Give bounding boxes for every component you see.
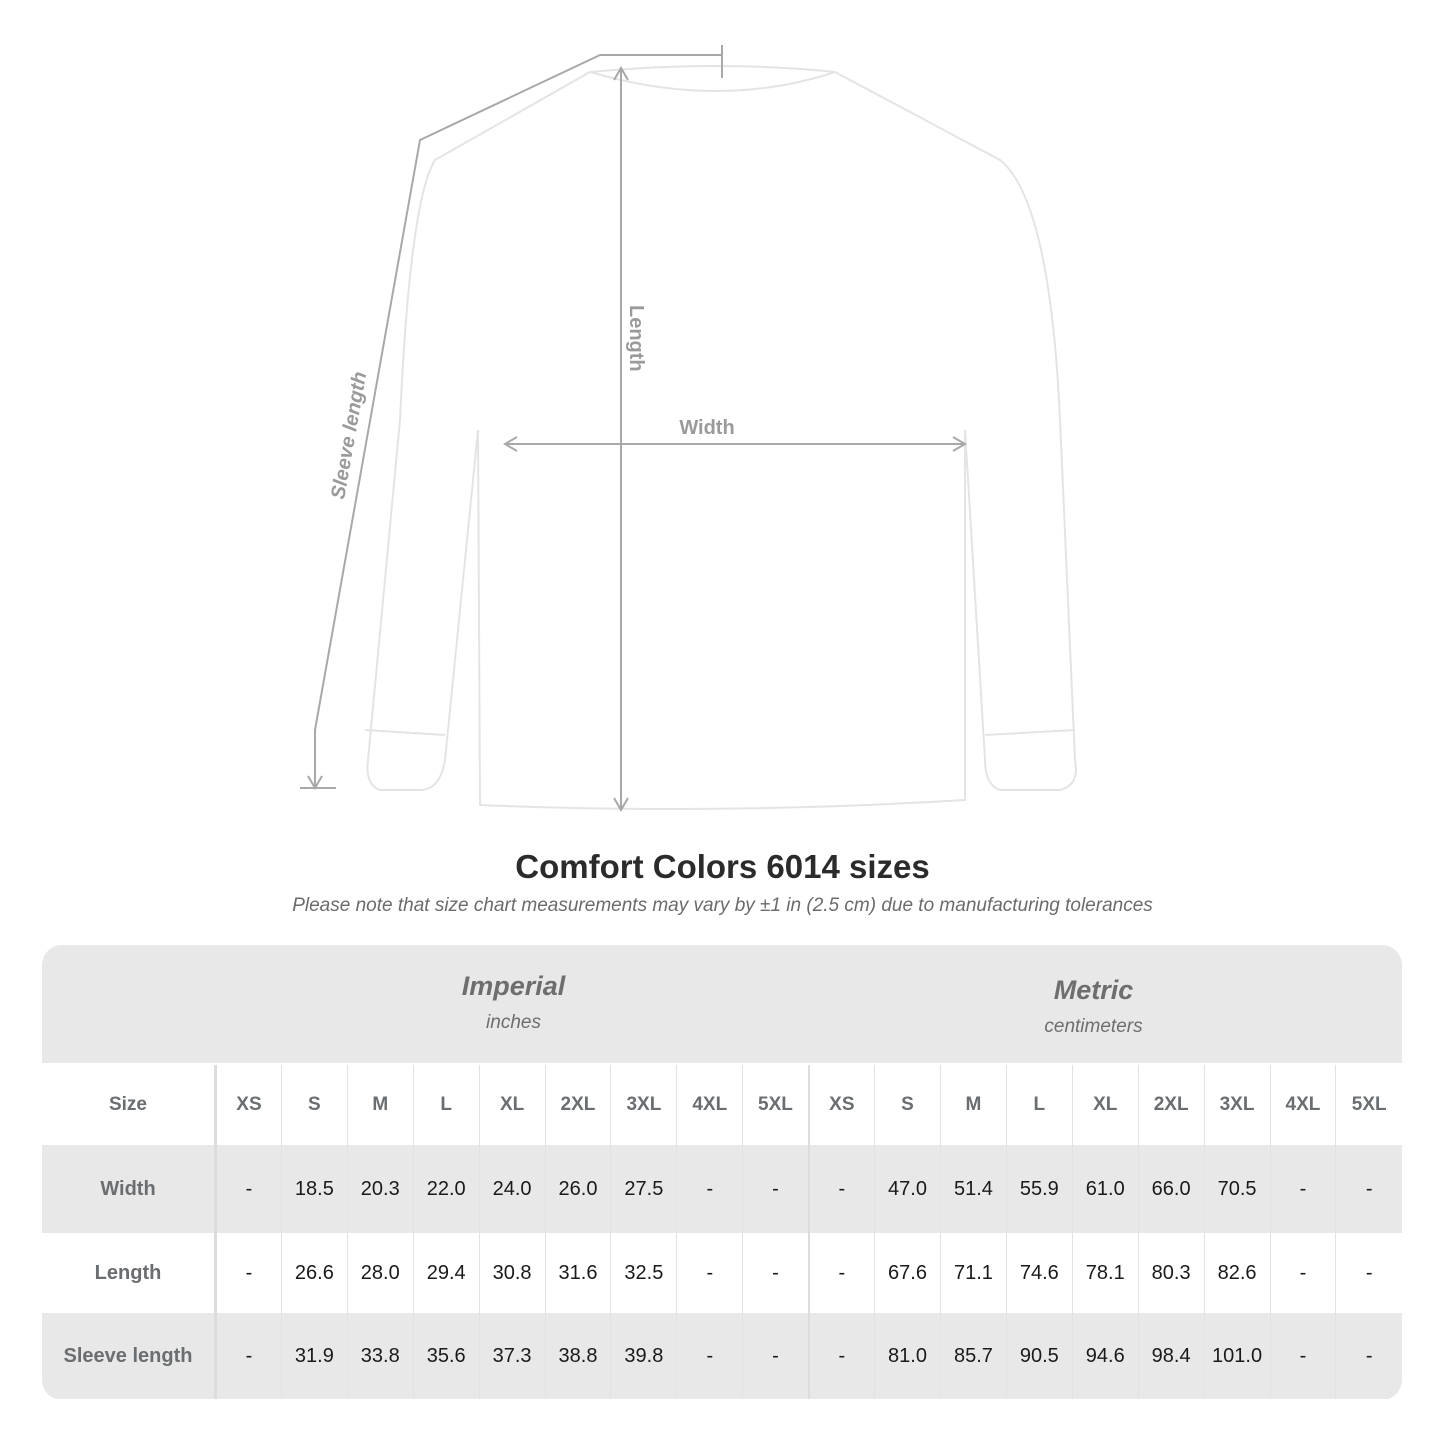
metric-value-cell: - [1269, 1233, 1336, 1313]
imperial-value-cell: - [742, 1233, 809, 1313]
metric-value-cell: 80.3 [1137, 1233, 1205, 1313]
metric-value-cell: 101.0 [1203, 1313, 1270, 1399]
imperial-size-s: S [280, 1065, 348, 1145]
metric-value-cell: - [1335, 1145, 1402, 1233]
metric-value-cell: 81.0 [874, 1313, 941, 1399]
shirt-icon [364, 65, 1077, 810]
metric-size-5xl: 5XL [1335, 1065, 1402, 1145]
metric-value-cell: - [1335, 1233, 1402, 1313]
imperial-size-2xl: 2XL [544, 1065, 611, 1145]
table-row: Length -26.6 28.0 29.4 30.8 31.6 32.5- - -67.6 71… [42, 1233, 1402, 1313]
metric-title: Metric [1053, 975, 1134, 1005]
metric-value-cell: - [1269, 1313, 1336, 1399]
metric-value-cell: - [1269, 1145, 1336, 1233]
metric-value-cell: - [807, 1313, 875, 1399]
imperial-value-cell: 31.9 [280, 1313, 348, 1399]
metric-size-4xl: 4XL [1269, 1065, 1336, 1145]
imperial-value-cell: 39.8 [610, 1313, 677, 1399]
metric-size-s: S [874, 1065, 941, 1145]
width-label: Width [679, 417, 734, 439]
metric-size-xs: XS [807, 1065, 875, 1145]
imperial-value-cell: - [215, 1313, 282, 1399]
imperial-size-3xl: 3XL [610, 1065, 677, 1145]
metric-size-l: L [1005, 1065, 1073, 1145]
imperial-value-cell: 22.0 [412, 1145, 480, 1233]
imperial-size-xl: XL [478, 1065, 546, 1145]
imperial-value-cell: 20.3 [346, 1145, 414, 1233]
metric-value-cell: 71.1 [939, 1233, 1007, 1313]
imperial-value-cell: 27.5 [610, 1145, 677, 1233]
metric-header: Metric centimeters [811, 975, 1376, 1038]
metric-size-m: M [939, 1065, 1007, 1145]
imperial-value-cell: 31.6 [544, 1233, 611, 1313]
size-table: Imperial inches Metric centimeters Size X… [42, 945, 1402, 1400]
size-grid: Size XS S M L XL 2XL 3XL 4XL 5XL XS S M L XL 2XL 3XL 4XL 5… [42, 1065, 1402, 1399]
metric-value-cell: 94.6 [1071, 1313, 1139, 1399]
metric-size-3xl: 3XL [1203, 1065, 1270, 1145]
metric-value-cell: 67.6 [874, 1233, 941, 1313]
row-label: Sleeve length [42, 1313, 217, 1399]
shirt-illustration: Length Width Sleeve length [300, 45, 1077, 812]
imperial-value-cell: 26.6 [280, 1233, 348, 1313]
imperial-title: Imperial [461, 971, 566, 1001]
metric-value-cell: 78.1 [1071, 1233, 1139, 1313]
imperial-value-cell: - [742, 1313, 809, 1399]
imperial-value-cell: - [742, 1145, 809, 1233]
metric-value-cell: - [1335, 1313, 1402, 1399]
imperial-size-5xl: 5XL [742, 1065, 809, 1145]
imperial-size-m: M [346, 1065, 414, 1145]
imperial-value-cell: 26.0 [544, 1145, 611, 1233]
metric-size-2xl: 2XL [1137, 1065, 1205, 1145]
row-label: Length [42, 1233, 217, 1313]
imperial-value-cell: 18.5 [280, 1145, 348, 1233]
imperial-value-cell: - [676, 1313, 743, 1399]
metric-value-cell: 70.5 [1203, 1145, 1270, 1233]
metric-value-cell: 98.4 [1137, 1313, 1205, 1399]
imperial-value-cell: 30.8 [478, 1233, 546, 1313]
metric-size-xl: XL [1071, 1065, 1139, 1145]
tolerance-note: Please note that size chart measurements… [292, 895, 1153, 916]
imperial-value-cell: - [215, 1233, 282, 1313]
length-label: Length [625, 305, 647, 372]
table-header: Imperial inches Metric centimeters [42, 945, 1402, 1063]
imperial-value-cell: 35.6 [412, 1313, 480, 1399]
imperial-value-cell: 28.0 [346, 1233, 414, 1313]
metric-value-cell: 51.4 [939, 1145, 1007, 1233]
page-title: Comfort Colors 6014 sizes [515, 848, 930, 885]
row-label: Width [42, 1145, 217, 1233]
imperial-size-4xl: 4XL [676, 1065, 743, 1145]
imperial-value-cell: - [676, 1145, 743, 1233]
size-label: Size [42, 1065, 217, 1145]
table-row: Sleeve length -31.9 33.8 35.6 37.3 38.8 39.8- -… [42, 1313, 1402, 1399]
imperial-size-xs: XS [215, 1065, 282, 1145]
imperial-header: Imperial inches [216, 971, 811, 1034]
metric-value-cell: 61.0 [1071, 1145, 1139, 1233]
table-row: Width -18.5 20.3 22.0 24.0 26.0 27.5- - -47.0 51.… [42, 1145, 1402, 1233]
imperial-value-cell: 29.4 [412, 1233, 480, 1313]
metric-value-cell: - [807, 1145, 875, 1233]
imperial-value-cell: 33.8 [346, 1313, 414, 1399]
metric-value-cell: 66.0 [1137, 1145, 1205, 1233]
imperial-unit: inches [486, 1012, 541, 1033]
imperial-value-cell: - [215, 1145, 282, 1233]
imperial-value-cell: 32.5 [610, 1233, 677, 1313]
imperial-value-cell: 38.8 [544, 1313, 611, 1399]
metric-value-cell: 82.6 [1203, 1233, 1270, 1313]
measurement-lines [300, 45, 967, 812]
metric-value-cell: - [807, 1233, 875, 1313]
imperial-value-cell: 37.3 [478, 1313, 546, 1399]
metric-value-cell: 90.5 [1005, 1313, 1073, 1399]
imperial-value-cell: 24.0 [478, 1145, 546, 1233]
size-header-row: Size XS S M L XL 2XL 3XL 4XL 5XL XS S M L XL 2XL 3XL 4XL 5… [42, 1065, 1402, 1145]
sleeve-length-label: Sleeve length [327, 370, 371, 501]
imperial-size-l: L [412, 1065, 480, 1145]
metric-value-cell: 55.9 [1005, 1145, 1073, 1233]
metric-value-cell: 47.0 [874, 1145, 941, 1233]
metric-unit: centimeters [1044, 1016, 1143, 1037]
metric-value-cell: 85.7 [939, 1313, 1007, 1399]
metric-value-cell: 74.6 [1005, 1233, 1073, 1313]
imperial-value-cell: - [676, 1233, 743, 1313]
